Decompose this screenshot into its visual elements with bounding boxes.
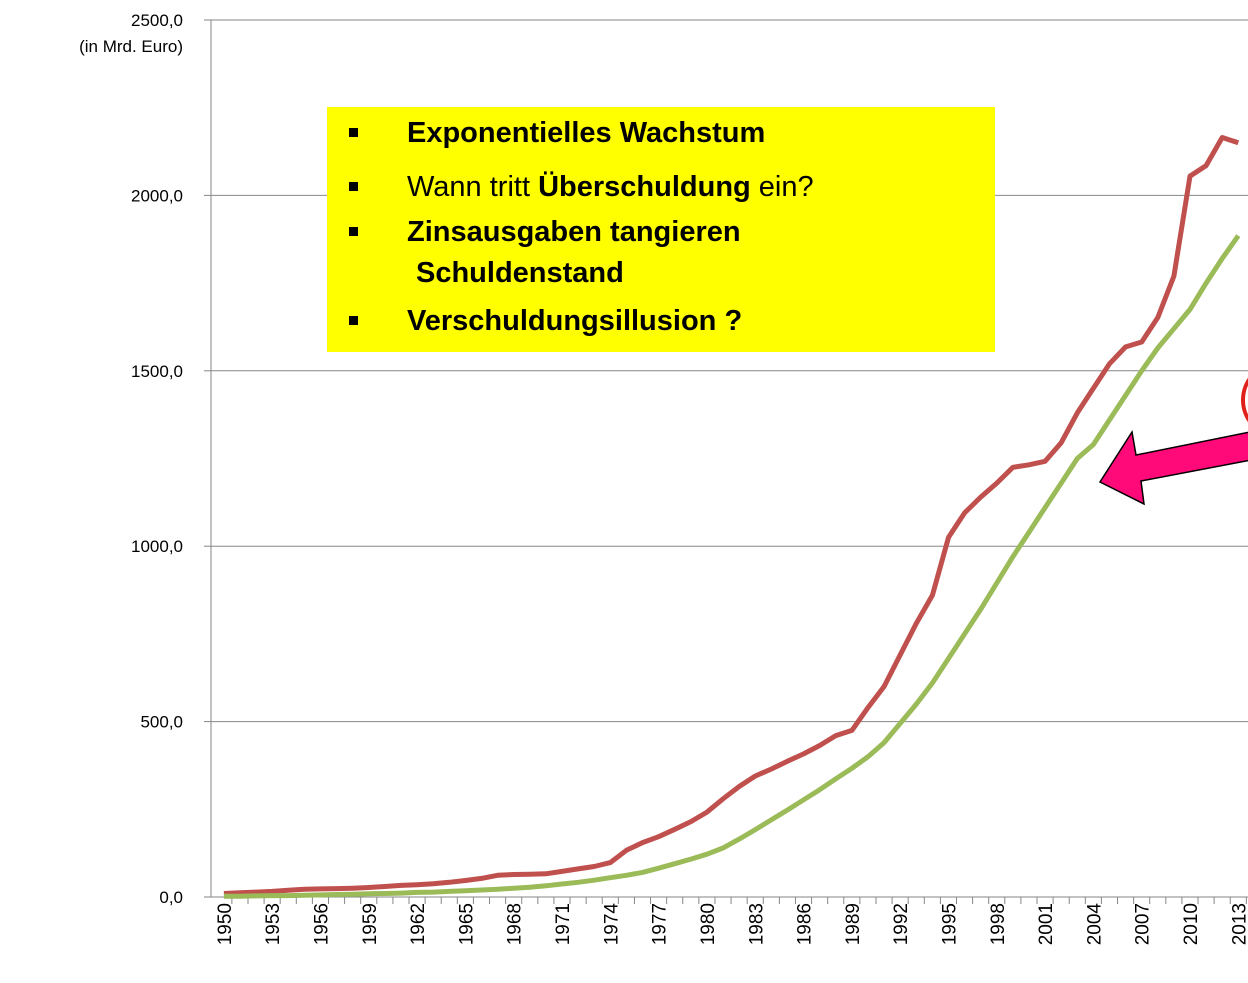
annotation-segment: Überschuldung: [538, 170, 751, 203]
x-tick-label: 1965: [456, 903, 477, 945]
x-tick-label: 1983: [746, 903, 767, 945]
y-tick-label: 2000,0: [131, 186, 183, 205]
y-axis-label: (in Mrd. Euro): [79, 37, 183, 56]
highlight-circle: [1241, 377, 1248, 423]
x-tick-label: 2010: [1181, 903, 1202, 945]
annotation-segment: Wann tritt: [407, 171, 538, 203]
annotation-segment: Verschuldungsillusion ?: [407, 305, 742, 337]
arrow: [1098, 429, 1248, 506]
annotation-segment: ein?: [751, 171, 814, 203]
x-tick-label: 1962: [408, 903, 429, 945]
annotation-segment: Schuldenstand: [416, 257, 624, 289]
bullet: [349, 182, 358, 191]
x-tick-label: 1968: [505, 903, 526, 945]
bullet: [349, 316, 358, 325]
y-tick-label: 1500,0: [131, 362, 183, 381]
x-tick-label: 1977: [650, 903, 671, 945]
x-tick-label: 1992: [891, 903, 912, 945]
x-tick-label: 1980: [698, 903, 719, 945]
x-tick-label: 1986: [795, 903, 816, 945]
annotation-segment: Zinsausgaben tangieren: [407, 216, 741, 248]
y-tick-label: 2500,0: [131, 11, 183, 30]
x-tick-label: 1971: [553, 903, 574, 945]
y-tick-label: 500,0: [140, 713, 183, 732]
bullet: [349, 128, 358, 137]
x-tick-label: 1953: [263, 903, 284, 945]
y-tick-label: 0,0: [159, 888, 183, 907]
x-tick-label: 1959: [360, 903, 381, 945]
x-tick-label: 1995: [939, 903, 960, 945]
annotation-text: Exponentielles Wachstum: [407, 117, 765, 149]
bullet: [349, 227, 358, 236]
x-tick-label: 1998: [988, 903, 1009, 945]
series-line: [223, 135, 1240, 896]
y-tick-label: 1000,0: [131, 537, 183, 556]
annotation-text: Verschuldungsillusion ?: [407, 305, 742, 337]
x-tick-label: 1974: [601, 903, 622, 946]
x-tick-label: 2007: [1133, 903, 1154, 945]
annotation-box: [327, 107, 995, 352]
annotation-text: Wann tritt Überschuldung ein?: [407, 170, 814, 203]
x-tick-label: 1956: [311, 903, 332, 945]
annotation-text: Schuldenstand: [416, 257, 624, 289]
x-tick-label: 2004: [1084, 903, 1105, 946]
x-tick-label: 2013: [1229, 903, 1248, 945]
x-tick-label: 1989: [843, 903, 864, 945]
annotation-segment: Exponentielles Wachstum: [407, 117, 765, 149]
x-tick-label: 2001: [1036, 903, 1057, 945]
x-tick-label: 1950: [215, 903, 236, 945]
series-line: [223, 234, 1241, 899]
annotation-text: Zinsausgaben tangieren: [407, 216, 741, 248]
